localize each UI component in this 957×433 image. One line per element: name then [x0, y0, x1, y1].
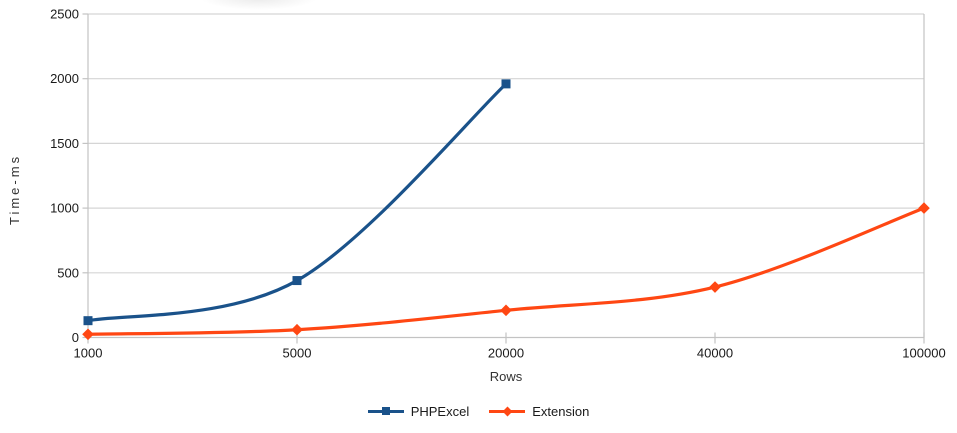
legend-item-phpexcel: PHPExcel — [367, 403, 470, 419]
square-marker-icon — [83, 316, 93, 326]
y-tick-label: 2000 — [50, 71, 79, 86]
diamond-marker-icon — [502, 406, 513, 416]
diamond-marker-icon — [82, 328, 94, 341]
x-tick-label: 1000 — [74, 346, 103, 361]
y-tick-label: 2500 — [50, 7, 79, 22]
legend: PHPExcel Extension — [0, 402, 957, 420]
diamond-marker-icon — [709, 281, 721, 293]
y-axis-title: Time-ms — [7, 153, 22, 225]
square-marker-icon — [501, 79, 511, 89]
x-axis-title: Rows — [489, 369, 523, 384]
y-tick-label: 500 — [57, 265, 79, 280]
y-tick-label: 1500 — [50, 136, 79, 151]
diamond-marker-icon — [918, 202, 930, 214]
x-tick-label: 100000 — [902, 346, 945, 361]
x-tick-label: 5000 — [283, 346, 312, 361]
legend-label-phpexcel: PHPExcel — [410, 403, 470, 419]
square-marker-icon — [381, 407, 390, 415]
y-tick-label: 1000 — [50, 201, 79, 216]
x-tick-label: 20000 — [488, 346, 524, 361]
x-tick-label: 40000 — [697, 346, 733, 361]
y-tick-label: 0 — [72, 330, 79, 345]
phpexcel-series-swatch — [367, 405, 404, 418]
diamond-marker-icon — [291, 323, 303, 336]
series-line-phpexcel — [87, 82, 508, 323]
extension-series-swatch — [489, 405, 526, 418]
legend-item-extension: Extension — [489, 404, 589, 419]
diamond-marker-icon — [500, 304, 512, 317]
square-marker-icon — [292, 276, 302, 286]
legend-label-extension: Extension — [532, 403, 590, 419]
